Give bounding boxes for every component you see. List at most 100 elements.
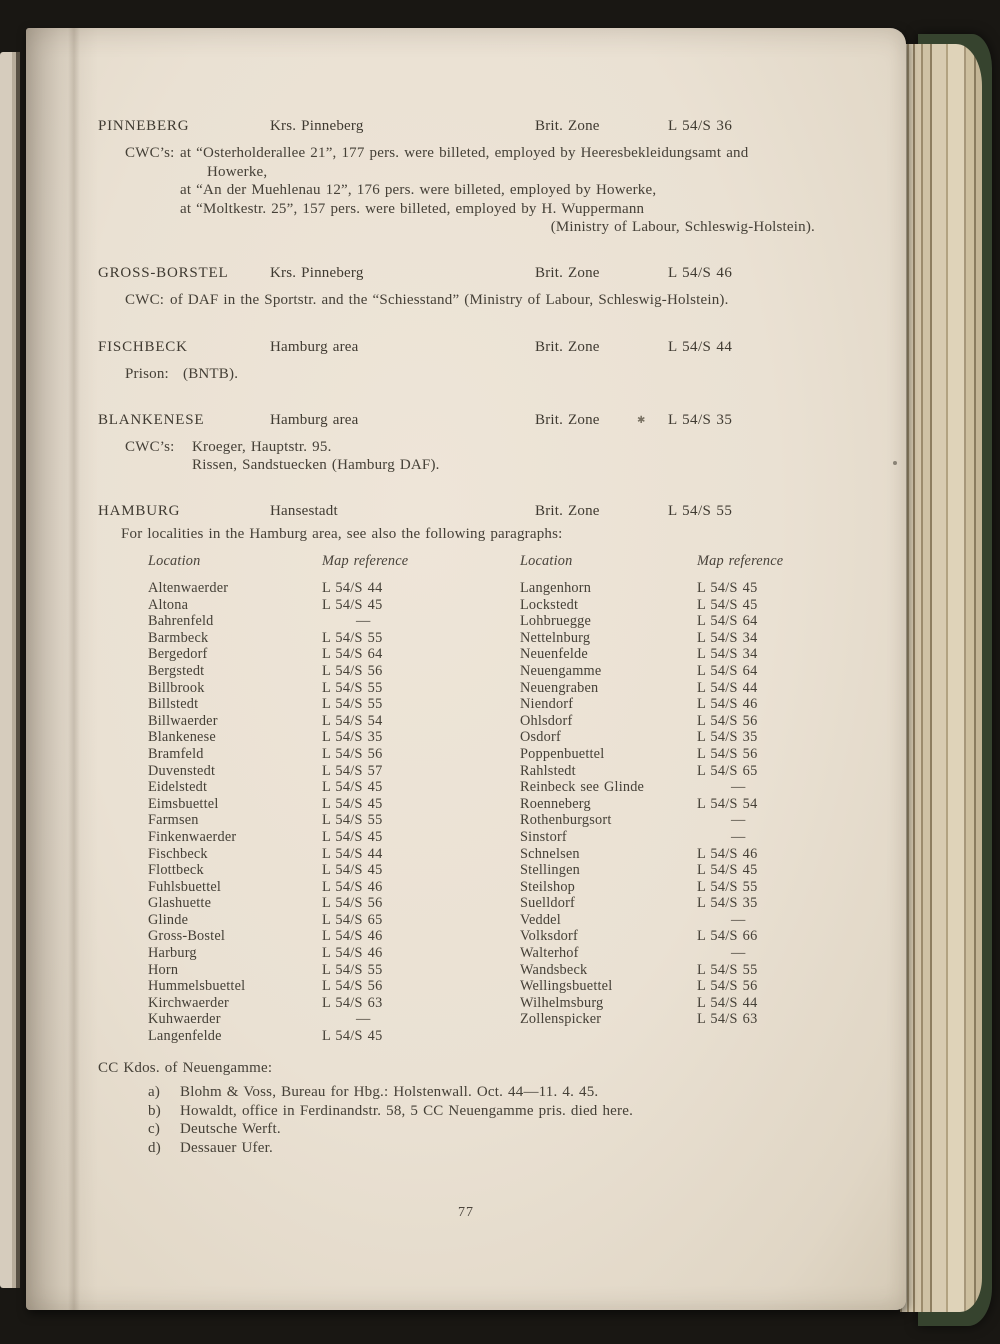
entry-header: HAMBURG Hansestadt Brit. Zone L 54/S 55 (26, 501, 906, 521)
table-row: Hummelsbuettel L 54/S 56 (148, 978, 422, 995)
map-reference-cell: L 54/S 55 (322, 961, 383, 978)
district: Krs. Pinneberg (270, 118, 364, 134)
location-cell: Rahlstedt (520, 762, 576, 779)
location-cell: Altona (148, 596, 189, 613)
map-reference-cell: L 54/S 46 (697, 696, 758, 713)
table-row: Zollenspicker L 54/S 63 (520, 1011, 797, 1028)
table-row: Bahrenfeld — (148, 613, 422, 630)
table-row: Bergedorf L 54/S 64 (148, 646, 422, 663)
location-cell: Wilhelmsburg (520, 994, 604, 1011)
table-row: Harburg L 54/S 46 (148, 945, 422, 962)
map-reference-cell: L 54/S 56 (322, 662, 383, 679)
table-row: Stellingen L 54/S 45 (520, 862, 797, 879)
table-row: Neuengraben L 54/S 44 (520, 680, 797, 697)
location-cell: Billwaerder (148, 712, 218, 729)
location-cell: Walterhof (520, 945, 579, 962)
district: Hamburg area (270, 411, 359, 428)
asterisk-mark: ✱ (637, 414, 646, 426)
cc-kdos-heading: CC Kdos. of Neuengamme: (98, 1059, 273, 1076)
map-reference-cell: L 54/S 64 (697, 613, 758, 630)
cc-kdos-item: c) Deutsche Werft. (26, 1120, 906, 1139)
column-header-map-reference: Map reference (697, 553, 784, 569)
entry-header: BLANKENESE Hamburg area Brit. Zone L 54/… (26, 410, 906, 430)
map-reference: L 54/S 44 (668, 339, 733, 355)
map-reference-cell: L 54/S 54 (697, 795, 758, 812)
location-cell: Langenhorn (520, 580, 592, 596)
location-cell: Lohbruegge (520, 613, 592, 630)
map-reference-cell: L 54/S 54 (322, 712, 383, 729)
table-row: Glashuette L 54/S 56 (148, 895, 422, 912)
table-row: Niendorf L 54/S 46 (520, 696, 797, 713)
location-cell: Fischbeck (148, 845, 208, 862)
location-cell: Langenfelde (148, 1028, 222, 1045)
table-row: Walterhof — (520, 945, 797, 962)
location-cell: Harburg (148, 945, 197, 962)
location-cell: Osdorf (520, 729, 561, 746)
map-reference-cell: — (731, 945, 746, 962)
table-row: Glinde L 54/S 65 (148, 912, 422, 929)
table-row: Flottbeck L 54/S 45 (148, 862, 422, 879)
table-row: Blankenese L 54/S 35 (148, 729, 422, 746)
table-row: Lockstedt L 54/S 45 (520, 597, 797, 614)
item-label: c) (148, 1121, 161, 1138)
table-row: Wilhelmsburg L 54/S 44 (520, 995, 797, 1012)
ink-speck (893, 461, 897, 465)
map-reference-cell: L 54/S 63 (697, 1011, 758, 1028)
body-line: CWC’s: at “Osterholderallee 21”, 177 per… (26, 144, 906, 163)
entry-blankenese: BLANKENESE Hamburg area Brit. Zone L 54/… (26, 410, 906, 475)
body-line: (Ministry of Labour, Schleswig-Holstein)… (550, 219, 815, 235)
map-reference-cell: L 54/S 45 (322, 862, 383, 879)
column-header-location: Location (148, 553, 201, 569)
body-label: CWC’s: (125, 145, 175, 161)
location-cell: Rothenburgsort (520, 812, 612, 829)
place-name: FISCHBECK (98, 339, 188, 355)
map-reference-cell: L 54/S 45 (322, 795, 383, 812)
map-reference-cell: — (356, 613, 371, 630)
district: Krs. Pinneberg (270, 264, 364, 281)
body-line: CWC’s: Kroeger, Hauptstr. 95. (26, 438, 906, 457)
body-label: Prison: (125, 366, 169, 382)
map-reference-cell: L 54/S 45 (322, 779, 383, 796)
location-cell: Stellingen (520, 862, 580, 879)
map-reference-cell: L 54/S 55 (322, 696, 383, 713)
table-row: Steilshop L 54/S 55 (520, 879, 797, 896)
map-reference-cell: L 54/S 66 (697, 928, 758, 945)
table-row: Roenneberg L 54/S 54 (520, 796, 797, 813)
location-cell: Horn (148, 961, 179, 978)
item-label: a) (148, 1084, 161, 1101)
body-line: Rissen, Sandstuecken (Hamburg DAF). (192, 457, 440, 473)
map-reference-cell: L 54/S 45 (697, 862, 758, 879)
body-line: Howerke, (207, 163, 268, 180)
location-cell: Zollenspicker (520, 1011, 602, 1028)
map-reference-cell: — (731, 812, 746, 829)
map-reference-cell: — (731, 779, 746, 796)
map-reference-cell: — (356, 1011, 371, 1028)
location-cell: Bergedorf (148, 646, 208, 663)
location-cell: Fuhlsbuettel (148, 878, 222, 895)
table-row: Rothenburgsort — (520, 812, 797, 829)
map-reference-cell: L 54/S 57 (322, 762, 383, 779)
map-reference-cell: L 54/S 44 (697, 679, 758, 696)
entry-pinneberg: PINNEBERG Krs. Pinneberg Brit. Zone L 54… (26, 116, 906, 237)
table-row: Billstedt L 54/S 55 (148, 696, 422, 713)
location-cell: Suelldorf (520, 895, 576, 912)
table-row: Altona L 54/S 45 (148, 597, 422, 614)
map-reference-cell: L 54/S 63 (322, 994, 383, 1011)
map-reference-cell: L 54/S 55 (322, 812, 383, 829)
location-cell: Altenwaerder (148, 580, 229, 596)
map-reference-cell: L 54/S 44 (322, 845, 383, 862)
body-label: CWC’s: (125, 438, 175, 455)
item-label: d) (148, 1139, 161, 1156)
location-cell: Glinde (148, 911, 189, 928)
page: PINNEBERG Krs. Pinneberg Brit. Zone L 54… (26, 28, 906, 1310)
map-reference-cell: L 54/S 34 (697, 646, 758, 663)
location-cell: Bergstedt (148, 662, 205, 679)
location-cell: Glashuette (148, 895, 212, 912)
table-row: Billwaerder L 54/S 54 (148, 713, 422, 730)
location-cell: Roenneberg (520, 795, 591, 812)
map-reference-cell: L 54/S 55 (322, 629, 383, 646)
table-row: Nettelnburg L 54/S 34 (520, 630, 797, 647)
locality-table: Location Map reference Location Map refe… (148, 551, 906, 1045)
table-row: Barmbeck L 54/S 55 (148, 630, 422, 647)
